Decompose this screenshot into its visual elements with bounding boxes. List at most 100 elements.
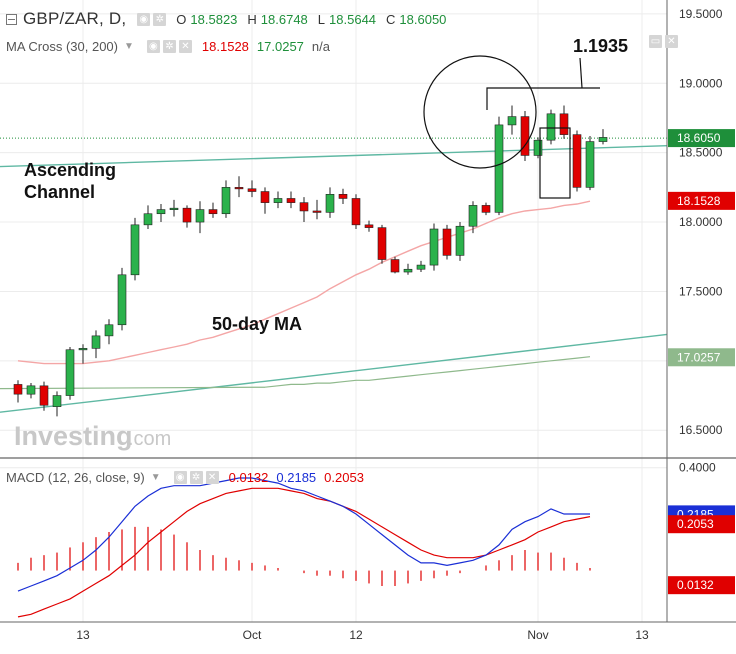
ohlc-values: O 18.5823 H 18.6748 L 18.5644 C 18.6050 <box>166 12 446 27</box>
channel-lower-line <box>0 333 668 413</box>
candle-up <box>325 194 335 213</box>
ma-indicator-name: MA Cross (30, 200) <box>6 39 118 54</box>
macd-tool-icons: ◉ ✲ ✕ <box>171 471 219 484</box>
price-tick-label: 18.5000 <box>679 146 723 160</box>
macd-series <box>17 477 591 618</box>
ohlc-key: H <box>247 11 257 27</box>
ma50-annotation: 50-day MA <box>212 314 302 334</box>
candle-up <box>273 198 283 203</box>
ma200-line <box>264 356 591 388</box>
minimize-pane-icon[interactable]: ▭ <box>649 35 662 48</box>
chevron-down-icon[interactable]: ▼ <box>150 472 161 483</box>
x-tick-label: 13 <box>635 628 649 642</box>
candle-down <box>13 384 23 395</box>
x-tick-label: 12 <box>349 628 363 642</box>
candle-up <box>104 324 114 337</box>
header-tool-icons: ◉ ✲ <box>134 12 167 26</box>
close-pane-icon[interactable]: ✕ <box>665 35 678 48</box>
annotations-under <box>0 137 668 413</box>
candle-down <box>572 134 582 188</box>
candle-up <box>65 349 75 396</box>
candle-up <box>494 124 504 213</box>
price-tick-label: 19.5000 <box>679 7 723 21</box>
visibility-icon[interactable]: ◉ <box>137 12 151 26</box>
annotation-bracket <box>486 87 600 110</box>
candle-up <box>130 224 140 276</box>
close-icon[interactable]: ✕ <box>205 471 219 484</box>
ma-header: MA Cross (30, 200) ▼ ◉ ✲ ✕ 18.1528 17.02… <box>6 39 330 54</box>
collapse-icon[interactable] <box>6 13 17 25</box>
macd-value-1: 0.0132 <box>228 470 269 485</box>
candle-up <box>78 348 88 351</box>
price-tick-label: 16.5000 <box>679 423 723 437</box>
settings-icon[interactable]: ✲ <box>189 471 203 484</box>
macd-header: MACD (12, 26, close, 9) ▼ ◉ ✲ ✕ 0.0132 0… <box>6 470 364 485</box>
symbol-title: GBP/ZAR, D, <box>23 9 127 28</box>
candle-down <box>247 188 257 192</box>
ohlc-value: 18.5823 <box>190 11 238 27</box>
candle-down <box>351 198 361 226</box>
ma-value-2: 17.0257 <box>256 39 304 54</box>
ma30-line <box>17 200 591 365</box>
candle-up <box>403 268 413 273</box>
candle-up <box>117 274 127 326</box>
candle-down <box>299 202 309 212</box>
last-price-tag: 18.6050 <box>677 131 721 145</box>
close-icon[interactable]: ✕ <box>178 40 192 53</box>
ma200-tag-bg <box>668 348 735 367</box>
macd-signal-line <box>17 487 591 618</box>
candle-down <box>520 116 530 156</box>
candle-up <box>52 395 62 407</box>
macd-tick-label: 0.4000 <box>679 461 716 475</box>
annotation-box <box>539 127 571 199</box>
candle-up <box>91 335 101 349</box>
candle-up <box>156 209 166 215</box>
channel-upper-line <box>0 145 668 168</box>
candle-up <box>143 213 153 226</box>
chevron-down-icon[interactable]: ▼ <box>124 41 134 52</box>
macd-line <box>17 477 590 592</box>
visibility-icon[interactable]: ◉ <box>173 471 187 484</box>
candle-down <box>39 385 49 406</box>
price-tick-label: 18.0000 <box>679 215 723 229</box>
signal-tag: 0.2053 <box>677 517 714 531</box>
candle-up <box>429 228 439 266</box>
x-tick-label: 13 <box>76 628 90 642</box>
ma30-tag: 18.1528 <box>677 194 721 208</box>
candle-down <box>208 209 218 215</box>
candle-down <box>377 227 387 260</box>
ohlc-value: 18.6748 <box>260 11 308 27</box>
candle-down <box>234 187 244 190</box>
candle-up <box>468 205 478 227</box>
ma-value-3: n/a <box>311 39 330 54</box>
ohlc-key: L <box>317 11 326 27</box>
macd-value-3: 0.2053 <box>324 470 364 485</box>
ma30-tag-bg <box>668 191 735 210</box>
ma-value-1: 18.1528 <box>201 39 249 54</box>
x-tick-label: Nov <box>527 628 548 642</box>
candle-down <box>559 113 569 135</box>
ma200-tag: 17.0257 <box>677 350 721 364</box>
candle-down <box>481 205 491 213</box>
watermark-logo: Investing <box>14 421 133 451</box>
candle-down <box>390 259 400 273</box>
settings-icon[interactable]: ✲ <box>153 12 167 26</box>
annotation-pointer <box>579 57 583 89</box>
candle-up <box>416 264 426 270</box>
candle-up <box>455 225 465 256</box>
ohlc-value: 18.6050 <box>399 11 447 27</box>
ma-tool-icons: ◉ ✲ ✕ <box>144 40 192 53</box>
settings-icon[interactable]: ✲ <box>162 40 176 53</box>
candle-up <box>26 385 36 395</box>
candles <box>13 105 608 417</box>
visibility-icon[interactable]: ◉ <box>146 40 160 53</box>
level-annotation: 1.1935 <box>573 36 628 56</box>
histogram-tag-bg <box>668 576 735 595</box>
channel-annotation-line-1: Ascending <box>24 160 116 180</box>
ohlc-value: 18.5644 <box>329 11 377 27</box>
